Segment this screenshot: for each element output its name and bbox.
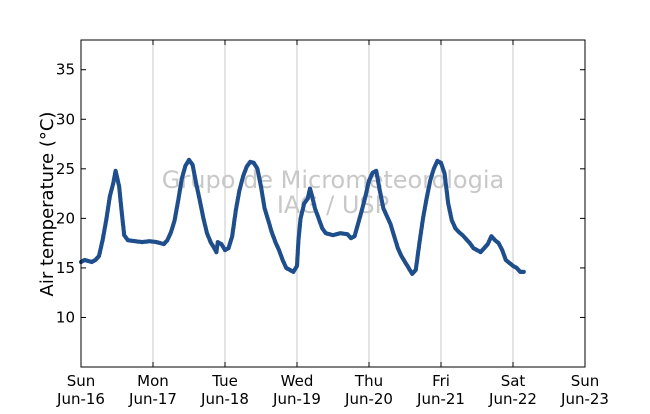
x-tick-label-day: Wed — [281, 372, 314, 390]
plot-frame — [80, 39, 586, 368]
y-tick-label: 20 — [56, 209, 75, 227]
x-tick-label-date: Jun-19 — [272, 390, 321, 408]
x-axis-ticks: SunJun-16MonJun-17TueJun-18WedJun-19ThuJ… — [56, 40, 609, 408]
x-tick-label-day: Thu — [354, 372, 383, 390]
x-tick-label-day: Fri — [432, 372, 450, 390]
x-tick-label-date: Jun-16 — [56, 390, 105, 408]
x-tick-label-day: Sun — [571, 372, 600, 390]
x-tick-label-day: Tue — [211, 372, 238, 390]
watermark-line-2: IAG / USP — [277, 191, 389, 219]
grid-lines — [152, 40, 514, 367]
y-tick-label: 30 — [56, 110, 75, 128]
y-tick-label: 35 — [56, 61, 75, 79]
y-tick-label: 15 — [56, 259, 75, 277]
x-tick-label-date: Jun-17 — [128, 390, 177, 408]
x-tick-label-date: Jun-22 — [488, 390, 537, 408]
watermark-line-1: Grupo de Micrometeorologia — [162, 166, 504, 194]
x-tick-label-day: Mon — [137, 372, 169, 390]
x-tick-label-date: Jun-20 — [344, 390, 393, 408]
y-axis-label: Air temperature (°C) — [37, 112, 58, 297]
y-tick-label: 25 — [56, 160, 75, 178]
data-points — [78, 157, 526, 276]
y-axis-ticks: 10 15 20 25 30 35 — [56, 61, 585, 326]
x-tick-label-date: Jun-18 — [200, 390, 249, 408]
y-tick-label: 10 — [56, 308, 75, 326]
x-tick-label-date: Jun-23 — [560, 390, 609, 408]
data-point — [521, 269, 526, 274]
x-tick-label-day: Sun — [67, 372, 96, 390]
x-tick-label-day: Sat — [501, 372, 526, 390]
x-tick-label-date: Jun-21 — [416, 390, 465, 408]
watermark: Grupo de Micrometeorologia IAG / USP — [162, 166, 504, 219]
